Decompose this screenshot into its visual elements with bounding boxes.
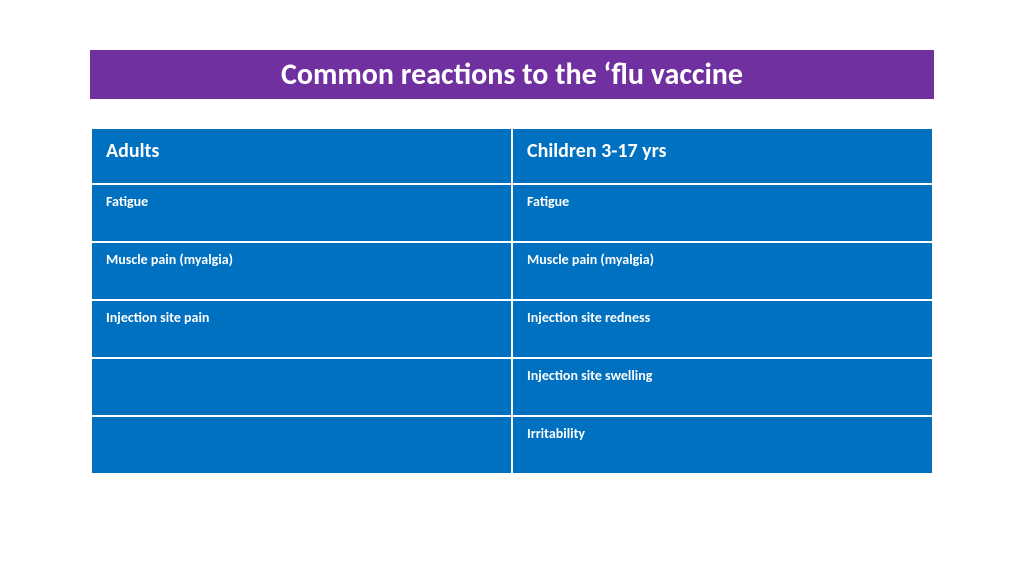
cell-adults: [91, 416, 512, 474]
table-body: Fatigue Fatigue Muscle pain (myalgia) Mu…: [91, 184, 933, 474]
cell-adults: Muscle pain (myalgia): [91, 242, 512, 300]
table-header-row: Adults Children 3-17 yrs: [91, 128, 933, 184]
reactions-table-wrap: Adults Children 3-17 yrs Fatigue Fatigue…: [90, 127, 934, 475]
table-row: Irritability: [91, 416, 933, 474]
col-header-children: Children 3-17 yrs: [512, 128, 933, 184]
cell-children: Injection site redness: [512, 300, 933, 358]
col-header-adults: Adults: [91, 128, 512, 184]
slide-title: Common reactions to the ‘flu vaccine: [90, 50, 934, 99]
cell-children: Irritability: [512, 416, 933, 474]
cell-children: Fatigue: [512, 184, 933, 242]
table-row: Injection site pain Injection site redne…: [91, 300, 933, 358]
table-row: Fatigue Fatigue: [91, 184, 933, 242]
table-row: Muscle pain (myalgia) Muscle pain (myalg…: [91, 242, 933, 300]
cell-adults: Injection site pain: [91, 300, 512, 358]
cell-children: Muscle pain (myalgia): [512, 242, 933, 300]
slide: Common reactions to the ‘flu vaccine Adu…: [0, 0, 1024, 576]
table-row: Injection site swelling: [91, 358, 933, 416]
cell-children: Injection site swelling: [512, 358, 933, 416]
reactions-table: Adults Children 3-17 yrs Fatigue Fatigue…: [90, 127, 934, 475]
cell-adults: [91, 358, 512, 416]
cell-adults: Fatigue: [91, 184, 512, 242]
